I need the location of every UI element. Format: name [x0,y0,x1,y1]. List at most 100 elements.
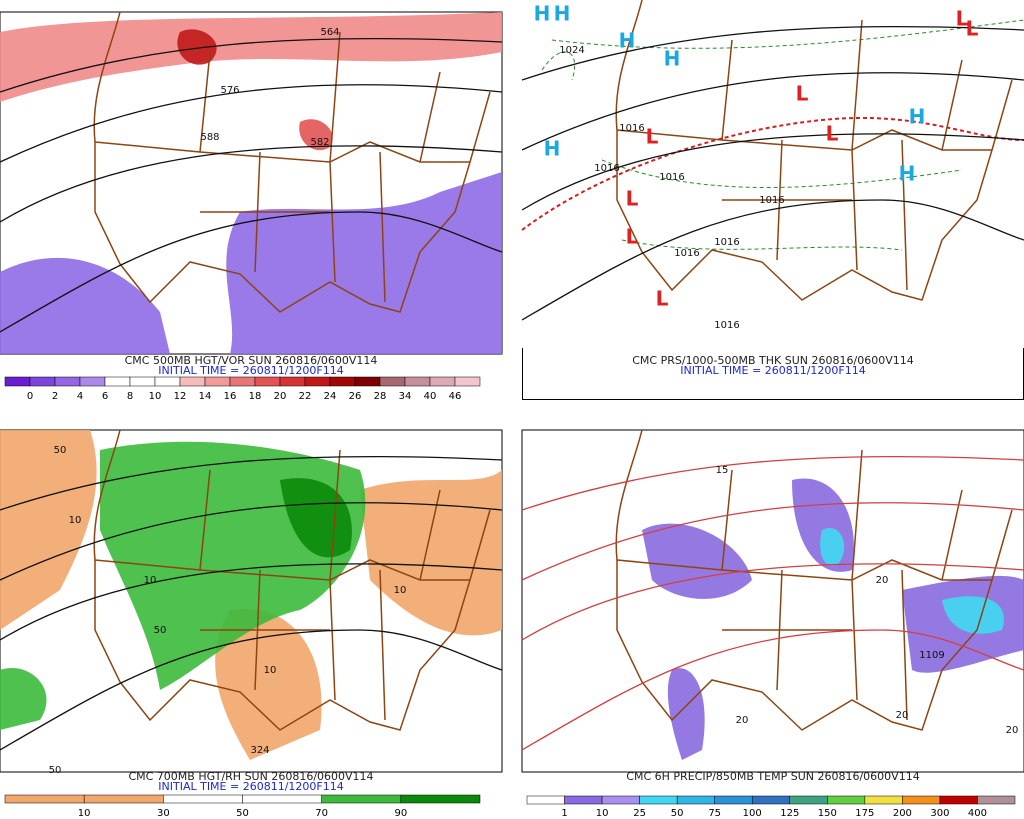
colorbar-segment [939,795,978,805]
colorbar-segment [404,376,431,387]
colorbar-label: 70 [315,808,328,819]
initial-time: INITIAL TIME = 260811/1200F114 [158,364,343,377]
colorbar-label: 28 [374,391,387,402]
colorbar-segment [564,795,603,805]
contour-label: 1016 [714,237,739,248]
colorbar-label: 20 [274,391,287,402]
colorbar-segment [79,376,106,387]
colorbar-segment [526,795,565,805]
pressure-center: H [909,105,926,129]
colorbar-label: 0 [27,391,33,402]
colorbar-label: 22 [299,391,312,402]
colorbar-segment [379,376,406,387]
shaded-area [820,528,845,566]
colorbar-segment [104,376,131,387]
isobar [601,159,963,188]
borders [93,429,491,731]
contour [0,455,503,511]
contour [0,84,503,163]
shaded-area [0,430,97,630]
shaded-area [942,596,1004,634]
colorbar-segment [163,794,243,804]
panel-title: CMC 700MB HGT/RH SUN 260816/0600V114 [128,770,373,783]
contour [0,563,503,641]
contour-label: 1016 [659,172,684,183]
colorbar-label: 300 [930,808,949,819]
contour-label: 20 [896,710,909,721]
colorbar-label: 4 [77,391,83,402]
shaded-area [0,12,502,102]
contour [0,37,503,93]
colorbar-label: 400 [968,808,987,819]
shaded-area [177,29,217,65]
contour-label: 50 [54,445,67,456]
colorbar-label: 26 [349,391,362,402]
colorbar-label: 50 [236,808,249,819]
pressure-center: L [956,7,969,31]
colorbar-label: 175 [855,808,874,819]
colorbar-segment [254,376,281,387]
contour [521,133,1024,211]
colorbar-label: 25 [633,808,646,819]
colorbar-segment [329,376,356,387]
colorbar-segment [902,795,941,805]
pressure-center: L [656,287,669,311]
colorbar-segment [864,795,903,805]
colorbar-label: 12 [174,391,187,402]
borders [93,11,491,313]
contour-label: 1016 [619,123,644,134]
colorbar-segment [83,794,164,804]
contour-label: 20 [736,715,749,726]
initial-time: INITIAL TIME = 260811/1200F114 [680,364,865,377]
colorbar-segment [304,376,331,387]
colorbar-segment [4,376,31,387]
colorbar-segment [279,376,306,387]
colorbar-segment [179,376,206,387]
contour-label: 10 [394,585,407,596]
colorbar-segment [977,795,1016,805]
contour [0,629,503,751]
colorbar-label: 90 [394,808,407,819]
colorbar-label: 14 [199,391,212,402]
shaded-area [215,608,322,760]
colorbar-segment [242,794,322,804]
contour [521,502,1024,581]
colorbar-segment [129,376,156,387]
pressure-center: L [826,122,839,146]
contour-label: 576 [220,85,239,96]
isobar [541,51,576,81]
contour-label: 588 [200,132,219,143]
contour [521,199,1024,321]
colorbar-label: 8 [127,391,133,402]
colorbar-label: 2 [52,391,58,402]
shaded-area [299,119,333,151]
thickness-line [521,116,1024,231]
colorbar-segment [54,376,81,387]
contour [0,502,503,581]
colorbar-segment [229,376,256,387]
borders [615,429,1013,731]
contour-label: 1016 [714,320,739,331]
contour-label: 20 [876,575,889,586]
contour-label: 50 [49,765,62,776]
contour-label: 10 [69,515,82,526]
colorbar-segment [321,794,402,804]
colorbar-segment [676,795,715,805]
contour-label: 20 [1006,725,1019,736]
colorbar-label: 16 [224,391,237,402]
contour [521,629,1024,751]
shaded-area [0,257,170,354]
colorbar-segment [154,376,181,387]
contour-label: 1016 [759,195,784,206]
colorbar-segment [400,794,481,804]
panel-title: CMC PRS/1000-500MB THK SUN 260816/0600V1… [632,354,913,367]
colorbar-segment [789,795,828,805]
colorbar-label: 40 [424,391,437,402]
pressure-center: H [664,47,681,71]
contour [521,455,1024,511]
contour [0,145,503,223]
borders [615,0,1013,301]
pressure-center: H [534,2,551,26]
